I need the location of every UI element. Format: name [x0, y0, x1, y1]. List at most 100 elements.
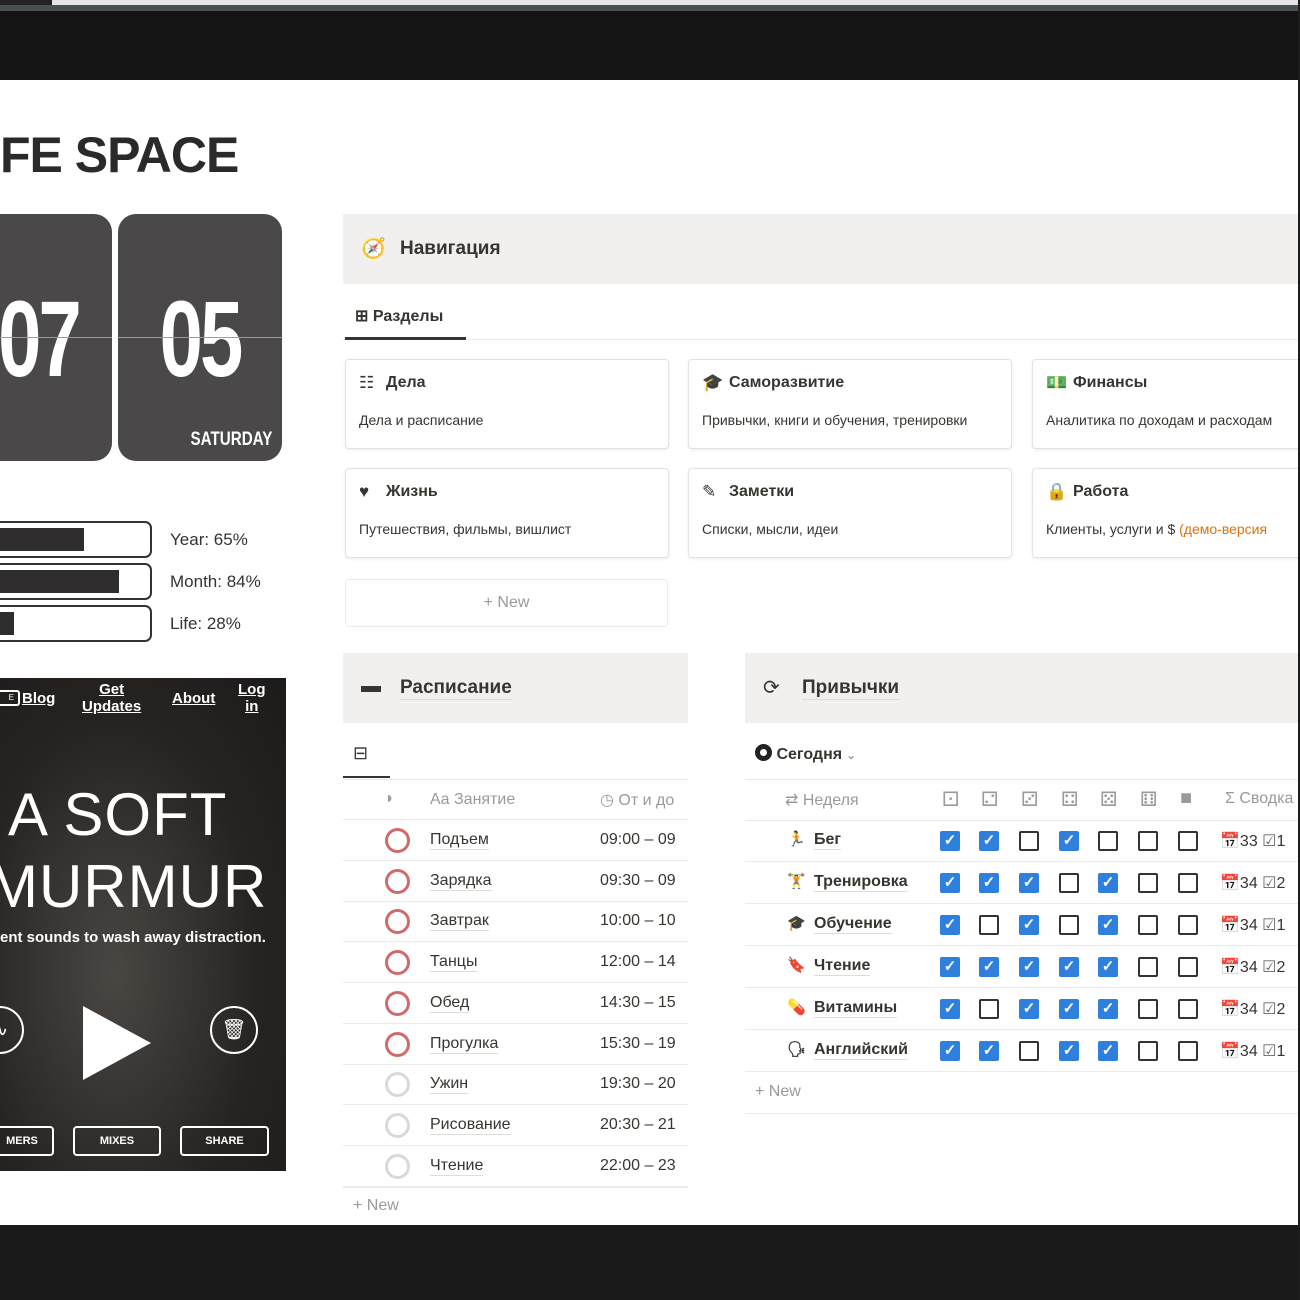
active-tab[interactable] [0, 0, 52, 5]
schedule-new-button[interactable]: + New [353, 1197, 399, 1214]
habit-checkbox[interactable] [1138, 957, 1158, 977]
habit-checkbox[interactable] [1178, 1041, 1198, 1061]
habit-checkbox[interactable] [1138, 831, 1158, 851]
habit-checkbox[interactable]: ✓ [1019, 915, 1039, 935]
habit-checkbox[interactable]: ✓ [979, 957, 999, 977]
habit-checkbox[interactable] [1138, 1041, 1158, 1061]
habit-checkbox[interactable] [1178, 873, 1198, 893]
activity-name[interactable]: Зарядка [430, 871, 492, 891]
habits-title[interactable]: Привычки [802, 677, 900, 700]
status-ring-icon[interactable] [385, 1031, 410, 1057]
column-week[interactable]: ⇄ Неделя [785, 792, 859, 809]
schedule-title[interactable]: Расписание [400, 677, 512, 700]
habit-row[interactable]: 🗣 Английский ✓ ✓ ✓ ✓ 📅34 ☑1 [745, 1030, 1300, 1072]
day-2-column-icon[interactable]: ⚁ [981, 789, 999, 811]
habit-checkbox[interactable] [1138, 873, 1158, 893]
mixes-button[interactable]: MIXES [73, 1126, 161, 1156]
habit-checkbox[interactable] [1178, 915, 1198, 935]
section-card[interactable]: ♥ Жизнь Путешествия, фильмы, вишлист [345, 468, 669, 558]
schedule-row[interactable]: Зарядка 09:30 – 09 [343, 861, 688, 902]
trash-icon[interactable]: 🗑 [210, 1006, 258, 1054]
status-ring-icon[interactable] [385, 990, 410, 1016]
habit-name[interactable]: Витамины [814, 999, 898, 1018]
habit-row[interactable]: 🎓 Обучение ✓ ✓ ✓ 📅34 ☑1 [745, 904, 1300, 946]
activity-name[interactable]: Танцы [430, 953, 478, 973]
column-time[interactable]: ◷ От и до [600, 790, 674, 810]
habit-checkbox[interactable] [1138, 999, 1158, 1019]
activity-name[interactable]: Завтрак [430, 912, 489, 932]
activity-name[interactable]: Чтение [430, 1156, 484, 1176]
day-4-column-icon[interactable]: ⚃ [1061, 789, 1079, 811]
schedule-row[interactable]: Обед 14:30 – 15 [343, 983, 688, 1024]
status-ring-icon[interactable] [385, 909, 410, 935]
habit-checkbox[interactable]: ✓ [1019, 999, 1039, 1019]
section-card[interactable]: 🎓 Саморазвитие Привычки, книги и обучени… [688, 359, 1012, 449]
habit-checkbox[interactable]: ✓ [1098, 999, 1118, 1019]
habit-name[interactable]: Обучение [814, 915, 892, 934]
day-7-column-icon[interactable]: ■ [1180, 787, 1193, 809]
schedule-row[interactable]: Подъем 09:00 – 09 [343, 820, 688, 861]
activity-name[interactable]: Рисование [430, 1115, 511, 1135]
habit-checkbox[interactable]: ✓ [979, 873, 999, 893]
habit-checkbox[interactable]: ✓ [940, 831, 960, 851]
schedule-row[interactable]: Рисование 20:30 – 21 [343, 1105, 688, 1146]
section-card[interactable]: ✎ Заметки Списки, мысли, идеи [688, 468, 1012, 558]
play-icon[interactable] [83, 1006, 151, 1080]
habit-checkbox[interactable]: ✓ [1019, 957, 1039, 977]
habit-checkbox[interactable]: ✓ [1019, 873, 1039, 893]
habit-checkbox[interactable] [1178, 957, 1198, 977]
habit-name[interactable]: Английский [814, 1041, 908, 1060]
habit-checkbox[interactable]: ✓ [1098, 915, 1118, 935]
habit-checkbox[interactable]: ✓ [979, 831, 999, 851]
habit-row[interactable]: 🏋 Тренировка ✓ ✓ ✓ ✓ 📅34 ☑2 [745, 862, 1300, 904]
section-card[interactable]: 🔒 Работа Клиенты, услуги и $ (демо-верси… [1032, 468, 1300, 558]
table-view-icon[interactable]: ⊟ [353, 743, 369, 763]
habit-checkbox[interactable]: ✓ [940, 873, 960, 893]
habit-name[interactable]: Тренировка [814, 873, 908, 892]
status-ring-icon[interactable] [385, 828, 410, 853]
murmur-blog-link[interactable]: Blog [22, 690, 56, 707]
status-ring-icon[interactable] [385, 1112, 410, 1138]
habit-row[interactable]: 🏃 Бег ✓ ✓ ✓ 📅33 ☑1 [745, 820, 1300, 862]
schedule-row[interactable]: Завтрак 10:00 – 10 [343, 901, 688, 943]
schedule-row[interactable]: Чтение 22:00 – 23 [343, 1146, 688, 1187]
day-5-column-icon[interactable]: ⚄ [1100, 789, 1118, 811]
habit-checkbox[interactable]: ✓ [940, 1041, 960, 1061]
status-ring-icon[interactable] [385, 1153, 410, 1179]
murmur-get-updates-link[interactable]: Get Updates [82, 681, 141, 715]
activity-name[interactable]: Ужин [430, 1075, 469, 1095]
status-ring-icon[interactable] [385, 868, 410, 894]
habit-checkbox[interactable]: ✓ [1059, 957, 1079, 977]
day-1-column-icon[interactable]: ⚀ [942, 789, 960, 811]
habit-checkbox[interactable] [1059, 873, 1079, 893]
schedule-row[interactable]: Прогулка 15:30 – 19 [343, 1024, 688, 1065]
habit-checkbox[interactable]: ✓ [940, 915, 960, 935]
habit-checkbox[interactable] [979, 999, 999, 1019]
habit-checkbox[interactable] [1019, 831, 1039, 851]
murmur-login-link[interactable]: Log in [238, 681, 266, 715]
murmur-nav-button[interactable]: E [0, 690, 20, 706]
activity-name[interactable]: Обед [430, 993, 470, 1013]
habit-checkbox[interactable] [1178, 999, 1198, 1019]
share-button[interactable]: SHARE [180, 1126, 269, 1156]
section-card[interactable]: 💵 Финансы Аналитика по доходам и расхода… [1032, 359, 1300, 449]
status-ring-icon[interactable] [385, 950, 410, 976]
status-ring-icon[interactable] [385, 1072, 410, 1098]
habit-checkbox[interactable]: ✓ [1059, 999, 1079, 1019]
day-6-column-icon[interactable]: ⚅ [1140, 789, 1158, 811]
habit-checkbox[interactable]: ✓ [1059, 1041, 1079, 1061]
column-name[interactable]: Aa Занятие [430, 791, 516, 808]
habit-checkbox[interactable]: ✓ [1098, 957, 1118, 977]
view-selector-today[interactable]: Сегодня ⌄ [755, 744, 856, 764]
new-section-button[interactable]: + New [345, 579, 668, 627]
habit-checkbox[interactable]: ✓ [1098, 873, 1118, 893]
tab-sections[interactable]: ⊞ Разделы [355, 306, 443, 326]
activity-name[interactable]: Прогулка [430, 1034, 499, 1054]
habit-checkbox[interactable] [1098, 831, 1118, 851]
murmur-button[interactable]: MERS [0, 1126, 54, 1156]
schedule-row[interactable]: Танцы 12:00 – 14 [343, 942, 688, 984]
habit-name[interactable]: Бег [814, 831, 842, 850]
habit-checkbox[interactable]: ✓ [979, 1041, 999, 1061]
habit-row[interactable]: 🔖 Чтение ✓ ✓ ✓ ✓ ✓ 📅34 ☑2 [745, 946, 1300, 988]
activity-name[interactable]: Подъем [430, 831, 489, 850]
